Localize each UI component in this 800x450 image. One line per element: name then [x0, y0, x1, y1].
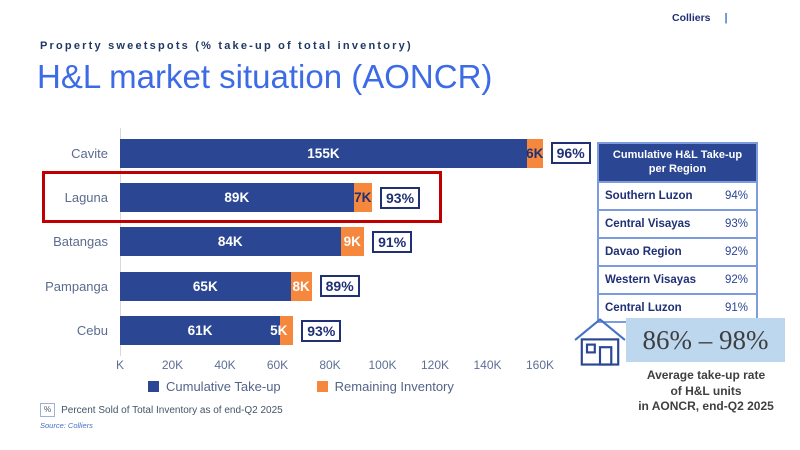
table-header: Cumulative H&L Take-up per Region [599, 144, 756, 183]
table-row: Central Visayas 93% [599, 211, 756, 239]
region-name: Davao Region [605, 245, 682, 258]
chart-row-cavite: Cavite 155K 6K 96% [40, 131, 591, 175]
legend-item: Remaining Inventory [316, 379, 454, 394]
percent-sold-box: 91% [372, 230, 413, 253]
source-note: Source: Colliers [40, 421, 93, 430]
region-name: Central Visayas [605, 217, 691, 230]
house-icon [574, 316, 626, 373]
slide-eyebrow: Property sweetspots (% take-up of total … [40, 40, 413, 52]
category-label: Cavite [71, 145, 108, 161]
callout-caption-line: of H&L units [670, 383, 742, 398]
callout-caption-line: in AONCR, end-Q2 2025 [638, 399, 774, 414]
segment-value-label: 6K [526, 145, 544, 161]
bar-track: 84K 9K 91% [120, 227, 413, 257]
segment-value-label: 65K [192, 278, 218, 294]
segment-value-label: 61K [187, 323, 213, 339]
legend-item: Cumulative Take-up [148, 379, 281, 394]
brand-logo: Colliers [672, 12, 711, 24]
segment-value-label: 7K [354, 190, 372, 206]
x-tick-label: 40K [214, 358, 236, 372]
remaining-inventory-segment: 5K [270, 316, 294, 346]
legend-swatch [316, 381, 328, 392]
remaining-inventory-segment: 9K [340, 227, 365, 257]
x-tick-label: 20K [161, 358, 184, 372]
region-value: 93% [724, 217, 748, 230]
cumulative-takeup-segment: 61K [120, 316, 281, 346]
table-row: Davao Region 92% [599, 239, 756, 267]
chart-row-laguna: Laguna 89K 7K 93% [40, 175, 585, 219]
bar-track: 89K 7K 93% [120, 183, 421, 213]
cumulative-takeup-segment: 155K [120, 138, 527, 168]
segment-value-label: 9K [343, 234, 361, 250]
segment-value-label: 89K [224, 190, 250, 206]
footnote-text: Percent Sold of Total Inventory as of en… [61, 404, 283, 416]
x-tick-label: 100K [368, 358, 397, 372]
bar-chart: Cavite 155K 6K 96% Laguna 89K 7K 93% Batangas 84K… [40, 128, 591, 356]
region-value: 91% [724, 301, 748, 314]
segment-value-label: 8K [292, 278, 310, 294]
x-tick-label: 140K [473, 358, 502, 372]
remaining-inventory-segment: 7K [353, 183, 372, 213]
takeup-range-value: 86% – 98% [642, 324, 769, 355]
bar-track: 61K 5K 93% [120, 316, 342, 346]
chart-row-batangas: Batangas 84K 9K 91% [40, 220, 585, 264]
region-takeup-table: Cumulative H&L Take-up per Region Southe… [597, 142, 758, 323]
brand: Colliers | [672, 12, 728, 24]
table-row: Central Luzon 91% [599, 295, 756, 321]
category-label: Cebu [76, 323, 108, 339]
x-tick-label: 60K [266, 358, 289, 372]
table-row: Southern Luzon 94% [599, 183, 756, 211]
footnote: % Percent Sold of Total Inventory as of … [40, 403, 283, 417]
brand-separator: | [724, 12, 728, 24]
region-value: 94% [724, 189, 748, 202]
chart-legend: Cumulative Take-up Remaining Inventory [148, 379, 454, 394]
legend-swatch [148, 381, 159, 392]
legend-label: Remaining Inventory [334, 379, 454, 394]
callout-caption: Average take-up rate of H&L units in AONCR… [612, 368, 800, 415]
x-tick-label: 160K [525, 358, 555, 372]
x-tick-label: 80K [319, 358, 341, 372]
bar-track: 65K 8K 89% [120, 271, 360, 301]
percent-sold-box: 89% [319, 275, 360, 298]
percent-sold-box: 96% [550, 142, 591, 165]
region-value: 92% [724, 273, 748, 286]
chart-row-pampanga: Pampanga 65K 8K 89% [40, 264, 585, 308]
remaining-inventory-segment: 6K [526, 138, 544, 168]
cumulative-takeup-segment: 84K [120, 227, 341, 257]
x-tick-label: 120K [420, 358, 450, 372]
segment-value-label: 155K [307, 145, 340, 161]
cumulative-takeup-segment: 89K [120, 183, 354, 213]
segment-value-label: 5K [270, 323, 288, 339]
cumulative-takeup-segment: 65K [120, 271, 291, 301]
table-body: Southern Luzon 94% Central Visayas 93% Davao… [599, 183, 756, 321]
percent-symbol-chip: % [40, 403, 56, 417]
remaining-inventory-segment: 8K [290, 271, 312, 301]
region-value: 92% [724, 245, 748, 258]
percent-sold-box: 93% [380, 186, 421, 209]
region-name: Western Visayas [605, 273, 696, 286]
region-name: Southern Luzon [605, 189, 693, 202]
bar-track: 155K 6K 96% [120, 138, 591, 168]
category-label: Laguna [64, 190, 108, 206]
x-axis: K 20K 40K 60K 80K 100K 120K 140K 160K [40, 358, 585, 374]
x-tick-label: K [115, 358, 125, 372]
legend-label: Cumulative Take-up [166, 379, 281, 394]
takeup-range-callout: 86% – 98% [626, 318, 785, 362]
callout-caption-line: Average take-up rate [646, 368, 766, 382]
table-row: Western Visayas 92% [599, 267, 756, 295]
page-title: H&L market situation (AONCR) [37, 58, 493, 95]
category-label: Batangas [53, 234, 108, 250]
region-name: Central Luzon [605, 301, 682, 314]
category-label: Pampanga [45, 278, 108, 294]
percent-sold-box: 93% [301, 319, 342, 342]
chart-row-cebu: Cebu 61K 5K 93% [40, 309, 585, 353]
segment-value-label: 84K [217, 234, 243, 250]
highlight-rectangle-laguna [42, 171, 442, 223]
